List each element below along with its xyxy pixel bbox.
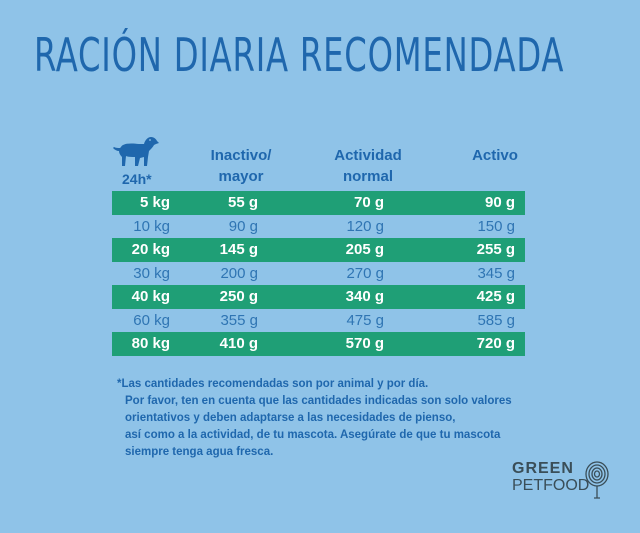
page-title: Ración diaria recomendada — [34, 28, 565, 82]
inactive-cell: 145 g — [219, 241, 258, 258]
logo-line-petfood: PETFOOD — [512, 477, 590, 494]
footnote-line: así como a la actividad, de tu mascota. … — [125, 429, 501, 441]
inactive-cell: 410 g — [219, 335, 258, 352]
footnote-line: siempre tenga agua fresca. — [125, 446, 274, 458]
table-row: 10 kg 90 g 120 g 150 g — [112, 215, 525, 239]
weight-cell: 80 kg — [131, 335, 170, 352]
footnote-line: orientativos y deben adaptarse a las nec… — [125, 412, 456, 424]
hours-label: 24h* — [122, 171, 152, 187]
active-cell: 255 g — [476, 241, 515, 258]
footnote: *Las cantidades recomendadas son por ani… — [117, 376, 537, 461]
active-cell: 345 g — [477, 264, 515, 282]
active-cell: 150 g — [477, 217, 515, 235]
inactive-cell: 55 g — [227, 194, 258, 211]
normal-cell: 120 g — [346, 217, 384, 235]
normal-cell: 70 g — [353, 194, 384, 211]
normal-cell: 340 g — [345, 288, 384, 305]
active-cell: 425 g — [476, 288, 515, 305]
table-row: 20 kg 145 g 205 g 255 g — [112, 238, 525, 262]
dog-icon — [113, 137, 159, 166]
table-row: 30 kg 200 g 270 g 345 g — [112, 262, 525, 286]
weight-cell: 60 kg — [133, 311, 170, 329]
inactive-cell: 250 g — [219, 288, 258, 305]
header-normal: Actividad normal — [334, 147, 402, 185]
weight-cell: 5 kg — [139, 194, 170, 211]
normal-cell: 475 g — [346, 311, 384, 329]
inactive-cell: 90 g — [228, 217, 258, 235]
table-row: 60 kg 355 g 475 g 585 g — [112, 309, 525, 333]
tree-icon — [585, 461, 609, 499]
table-row: 80 kg 410 g 570 g 720 g — [112, 332, 525, 356]
active-cell: 90 g — [484, 194, 515, 211]
weight-cell: 10 kg — [133, 217, 170, 235]
header-active: Activo — [472, 147, 518, 164]
inactive-cell: 355 g — [220, 311, 258, 329]
weight-cell: 40 kg — [131, 288, 170, 305]
active-cell: 720 g — [476, 335, 515, 352]
inactive-cell: 200 g — [220, 264, 258, 282]
normal-cell: 270 g — [346, 264, 384, 282]
normal-cell: 570 g — [345, 335, 384, 352]
header-inactive: Inactivo/mayor — [210, 147, 272, 185]
table-row: 40 kg 250 g 340 g 425 g — [112, 285, 525, 309]
active-cell: 585 g — [477, 311, 515, 329]
weight-cell: 20 kg — [131, 241, 170, 258]
table-row: 5 kg 55 g 70 g 90 g — [112, 191, 525, 215]
footnote-line: *Las cantidades recomendadas son por ani… — [117, 378, 429, 390]
footnote-line: Por favor, ten en cuenta que las cantida… — [125, 395, 512, 407]
logo-line-green: GREEN — [512, 460, 574, 477]
weight-cell: 30 kg — [133, 264, 170, 282]
ration-table: 5 kg 55 g 70 g 90 g 10 kg 90 g 120 g 150… — [112, 191, 525, 356]
normal-cell: 205 g — [345, 241, 384, 258]
